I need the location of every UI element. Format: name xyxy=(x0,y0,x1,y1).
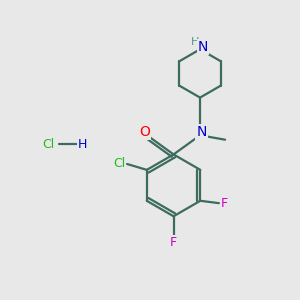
Text: O: O xyxy=(139,125,150,139)
Text: N: N xyxy=(196,125,207,139)
Text: F: F xyxy=(170,236,177,249)
Text: N: N xyxy=(198,40,208,54)
Text: Cl: Cl xyxy=(42,138,55,151)
Text: H: H xyxy=(190,37,199,47)
Text: H: H xyxy=(78,138,88,151)
Text: F: F xyxy=(221,196,228,210)
Text: Cl: Cl xyxy=(113,157,125,170)
